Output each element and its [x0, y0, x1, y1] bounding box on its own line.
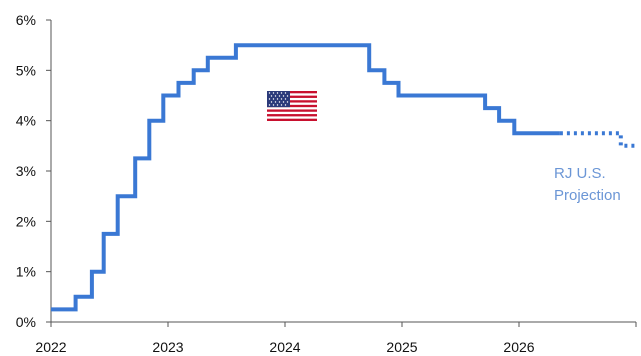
y-tick-label: 1%: [16, 264, 36, 280]
projection-annotation-line-2: Projection: [554, 187, 621, 204]
projection-annotation-line-1: RJ U.S.: [554, 165, 606, 182]
y-tick-label: 6%: [16, 12, 36, 28]
y-tick-label: 0%: [16, 314, 36, 330]
y-tick-label: 5%: [16, 62, 36, 78]
x-tick-label: 2024: [269, 339, 300, 355]
y-tick-group: 0% 1% 2% 3% 4% 5% 6%: [16, 12, 51, 330]
projection-series-line: [559, 131, 636, 148]
fed-funds-series-line: [51, 43, 560, 312]
x-tick-label: 2022: [35, 339, 66, 355]
y-tick-label: 2%: [16, 213, 36, 229]
axes: [50, 20, 636, 323]
series-group: [51, 43, 636, 312]
us-flag-icon: [267, 91, 317, 121]
projection-annotation: RJ U.S. Projection: [554, 165, 621, 204]
x-tick-label: 2023: [152, 339, 183, 355]
x-tick-group: 2022 2023 2024 2025 2026: [35, 322, 637, 355]
y-tick-label: 4%: [16, 113, 36, 129]
x-tick-label: 2026: [503, 339, 534, 355]
x-tick-label: 2025: [386, 339, 417, 355]
y-tick-label: 3%: [16, 163, 36, 179]
